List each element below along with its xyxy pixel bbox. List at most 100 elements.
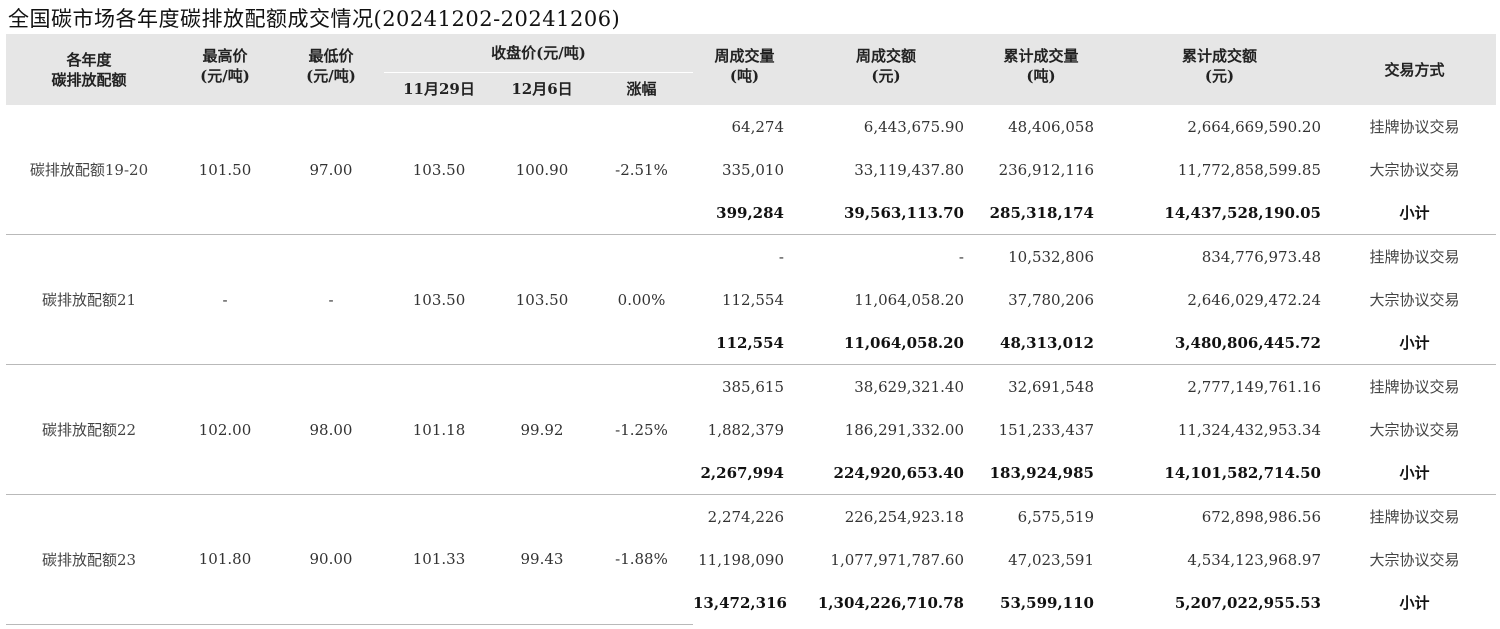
cell-week-amount: 11,064,058.20: [796, 321, 976, 365]
cell-week-amount: 39,563,113.70: [796, 191, 976, 235]
cell-method: 小计: [1333, 191, 1496, 235]
table-row: 335,010 33,119,437.80 236,912,116 11,772,85…: [6, 148, 1496, 191]
cell-week-volume: 13,472,316: [693, 593, 787, 612]
cell-week-amount: 1,304,226,710.78: [817, 593, 964, 612]
cell-method: 大宗协议交易: [1369, 421, 1460, 439]
table-row: 碳排放配额19-20 101.50 97.00 103.50 100.90 -2.51% 6…: [6, 105, 1496, 235]
cell-high-price: -: [172, 234, 278, 365]
cell-week-amount: -: [958, 247, 964, 266]
table-row: 1,882,379 186,291,332.00 151,233,437 11,324…: [6, 408, 1496, 451]
carbon-trading-table-container: 各年度 碳排放配额 最高价 (元/吨) 最低价 (元/吨) 收盘价(元/吨) 周…: [6, 34, 1496, 625]
table-row: 碳排放配额22 102.00 98.00 101.18 99.92 -1.25% 385,6…: [6, 364, 1496, 495]
header-cum-volume: 累计成交量 (吨): [976, 34, 1106, 105]
table-body: 碳排放配额19-20 101.50 97.00 103.50 100.90 -2.51% 6…: [6, 105, 1496, 625]
cell-close-prev: 101.33: [384, 494, 494, 625]
cell-allowance-name: 碳排放配额19-20: [6, 105, 172, 235]
cell-cum-volume: 285,318,174: [976, 191, 1106, 235]
cell-close-prev: 101.18: [384, 364, 494, 495]
header-low-price: 最低价 (元/吨): [278, 34, 384, 105]
cell-cum-amount: 2,777,149,761.16: [1187, 377, 1321, 396]
cell-week-amount: 38,629,321.40: [854, 377, 964, 396]
cell-week-volume: 64,274: [731, 117, 785, 136]
cell-allowance-name: 碳排放配额23: [6, 494, 172, 625]
cell-week-amount: 186,291,332.00: [844, 420, 964, 439]
cell-allowance-name: 碳排放配额22: [6, 364, 172, 495]
cell-method: 挂牌协议交易: [1369, 378, 1460, 396]
header-high-price: 最高价 (元/吨): [172, 34, 278, 105]
cell-cum-volume: 6,575,519: [1017, 507, 1094, 526]
cell-close-curr: 99.43: [494, 494, 590, 625]
cell-week-volume: 1,882,379: [707, 420, 784, 439]
header-week-volume: 周成交量 (吨): [693, 34, 796, 105]
cell-low-price: 90.00: [278, 494, 384, 625]
cell-cum-volume: 32,691,548: [1008, 377, 1094, 396]
header-cum-amount: 累计成交额 (元): [1106, 34, 1333, 105]
cell-high-price: 101.80: [172, 494, 278, 625]
cell-week-volume: 112,554: [721, 290, 784, 309]
cell-cum-amount: 11,324,432,953.34: [1177, 420, 1321, 439]
cell-method: 挂牌协议交易: [1369, 508, 1460, 526]
cell-week-amount: 11,064,058.20: [854, 290, 964, 309]
carbon-trading-table: 各年度 碳排放配额 最高价 (元/吨) 最低价 (元/吨) 收盘价(元/吨) 周…: [6, 34, 1496, 625]
cell-week-volume: 399,284: [693, 191, 796, 235]
cell-method: 小计: [1333, 321, 1496, 365]
table-row: 碳排放配额23 101.80 90.00 101.33 99.43 -1.88% 2,274…: [6, 494, 1496, 625]
cell-change-pct: -2.51%: [590, 105, 693, 235]
cell-week-volume: 385,615: [721, 377, 784, 396]
cell-method: 挂牌协议交易: [1369, 118, 1460, 136]
cell-method: 小计: [1399, 594, 1430, 612]
cell-high-price: 101.50: [172, 105, 278, 235]
header-method: 交易方式: [1333, 34, 1496, 105]
cell-week-volume: 335,010: [721, 160, 784, 179]
cell-cum-amount: 11,772,858,599.85: [1177, 160, 1321, 179]
cell-week-amount: 226,254,923.18: [844, 507, 964, 526]
cell-cum-amount: 2,664,669,590.20: [1187, 117, 1321, 136]
cell-cum-volume: 183,924,985: [976, 451, 1106, 495]
page-title: 全国碳市场各年度碳排放配额成交情况(20241202-20241206): [8, 7, 621, 31]
cell-cum-volume: 53,599,110: [1000, 593, 1094, 612]
cell-week-volume: 2,274,226: [707, 507, 784, 526]
cell-week-amount: 1,077,971,787.60: [830, 550, 964, 569]
cell-cum-amount: 14,437,528,190.05: [1106, 191, 1333, 235]
cell-allowance-name: 碳排放配额21: [6, 234, 172, 365]
cell-cum-amount: 14,101,582,714.50: [1106, 451, 1333, 495]
cell-close-prev: 103.50: [384, 234, 494, 365]
cell-cum-volume: 48,406,058: [1008, 117, 1094, 136]
cell-week-amount: 224,920,653.40: [796, 451, 976, 495]
header-close-price: 收盘价(元/吨): [384, 34, 693, 73]
cell-cum-amount: 3,480,806,445.72: [1106, 321, 1333, 365]
cell-high-price: 102.00: [172, 364, 278, 495]
cell-week-amount: 6,443,675.90: [863, 117, 964, 136]
header-week-amount: 周成交额 (元): [796, 34, 976, 105]
cell-cum-volume: 47,023,591: [1008, 550, 1094, 569]
cell-change-pct: 0.00%: [590, 234, 693, 365]
table-row: 112,554 11,064,058.20 48,313,012 3,480,806,…: [6, 321, 1496, 365]
table-row: 碳排放配额21- -103.50 103.50 0.00% - -10,532,806 83…: [6, 234, 1496, 365]
cell-week-volume: 112,554: [693, 321, 796, 365]
cell-cum-amount: 834,776,973.48: [1201, 247, 1321, 266]
cell-change-pct: -1.25%: [590, 364, 693, 495]
header-allowance: 各年度 碳排放配额: [6, 34, 172, 105]
cell-low-price: 98.00: [278, 364, 384, 495]
cell-week-amount: 33,119,437.80: [854, 160, 964, 179]
cell-close-curr: 103.50: [494, 234, 590, 365]
table-row: 11,198,090 1,077,971,787.60 47,023,591 4,53…: [6, 538, 1496, 581]
cell-week-volume: -: [778, 247, 784, 266]
table-row: 112,554 11,064,058.20 37,780,206 2,646,029,…: [6, 278, 1496, 321]
table-row: 399,284 39,563,113.70 285,318,174 14,437,52…: [6, 191, 1496, 235]
cell-cum-volume: 37,780,206: [1008, 290, 1094, 309]
cell-method: 大宗协议交易: [1369, 161, 1460, 179]
cell-method: 小计: [1333, 451, 1496, 495]
cell-cum-volume: 151,233,437: [998, 420, 1094, 439]
cell-close-prev: 103.50: [384, 105, 494, 235]
cell-method: 挂牌协议交易: [1369, 248, 1460, 266]
header-close-curr: 12月6日: [494, 72, 590, 105]
cell-cum-amount: 672,898,986.56: [1201, 507, 1321, 526]
cell-week-volume: 2,267,994: [693, 451, 796, 495]
cell-cum-volume: 10,532,806: [1008, 247, 1094, 266]
cell-change-pct: -1.88%: [590, 494, 693, 625]
header-change: 涨幅: [590, 72, 693, 105]
table-row: 2,267,994 224,920,653.40 183,924,985 14,101…: [6, 451, 1496, 495]
cell-cum-amount: 4,534,123,968.97: [1187, 550, 1321, 569]
cell-week-volume: 11,198,090: [698, 550, 784, 569]
